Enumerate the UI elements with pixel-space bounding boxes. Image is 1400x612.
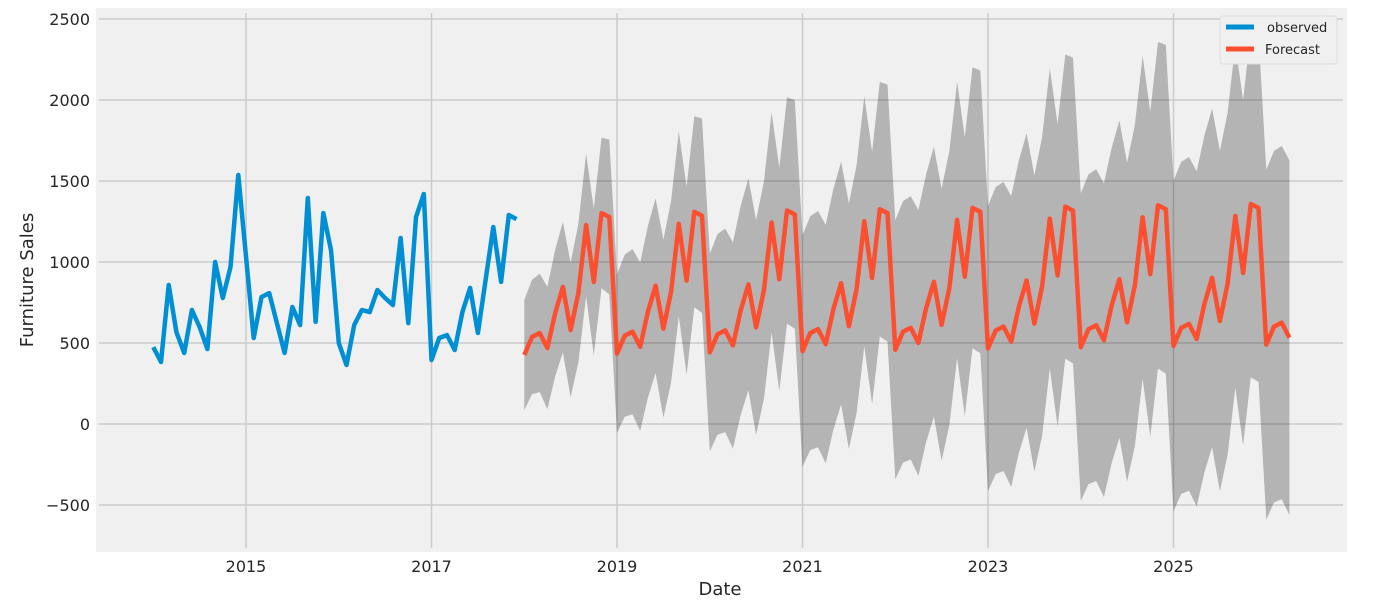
x-axis-ticks: 2015 2017 2019 2021 2023 2025 <box>226 557 1194 576</box>
x-tick-label: 2023 <box>968 557 1009 576</box>
legend: observed Forecast <box>1219 15 1338 65</box>
confidence-band <box>524 30 1290 520</box>
y-axis-ticks: −500 0 500 1000 1500 2000 2500 <box>46 10 90 515</box>
x-tick-label: 2015 <box>226 557 267 576</box>
x-tick-label: 2017 <box>411 557 452 576</box>
legend-forecast-label: Forecast <box>1265 43 1320 58</box>
confidence-interval-area <box>524 30 1290 520</box>
series-lines <box>151 172 1292 368</box>
x-tick-label: 2025 <box>1153 557 1194 576</box>
y-tick-label: 0 <box>80 415 90 434</box>
forecast-line <box>522 201 1292 356</box>
y-tick-label: 1500 <box>49 172 90 191</box>
y-tick-label: 1000 <box>49 253 90 272</box>
y-tick-label: 2000 <box>49 91 90 110</box>
y-tick-label: 500 <box>59 334 90 353</box>
observed-line <box>151 172 518 368</box>
x-tick-label: 2019 <box>597 557 638 576</box>
y-tick-label: −500 <box>46 496 90 515</box>
legend-observed-label: observed <box>1267 21 1327 36</box>
y-axis-label: Furniture Sales <box>17 213 38 347</box>
x-tick-label: 2021 <box>782 557 823 576</box>
x-axis-label: Date <box>698 579 741 600</box>
gridlines <box>99 13 1343 548</box>
y-tick-label: 2500 <box>49 10 90 29</box>
